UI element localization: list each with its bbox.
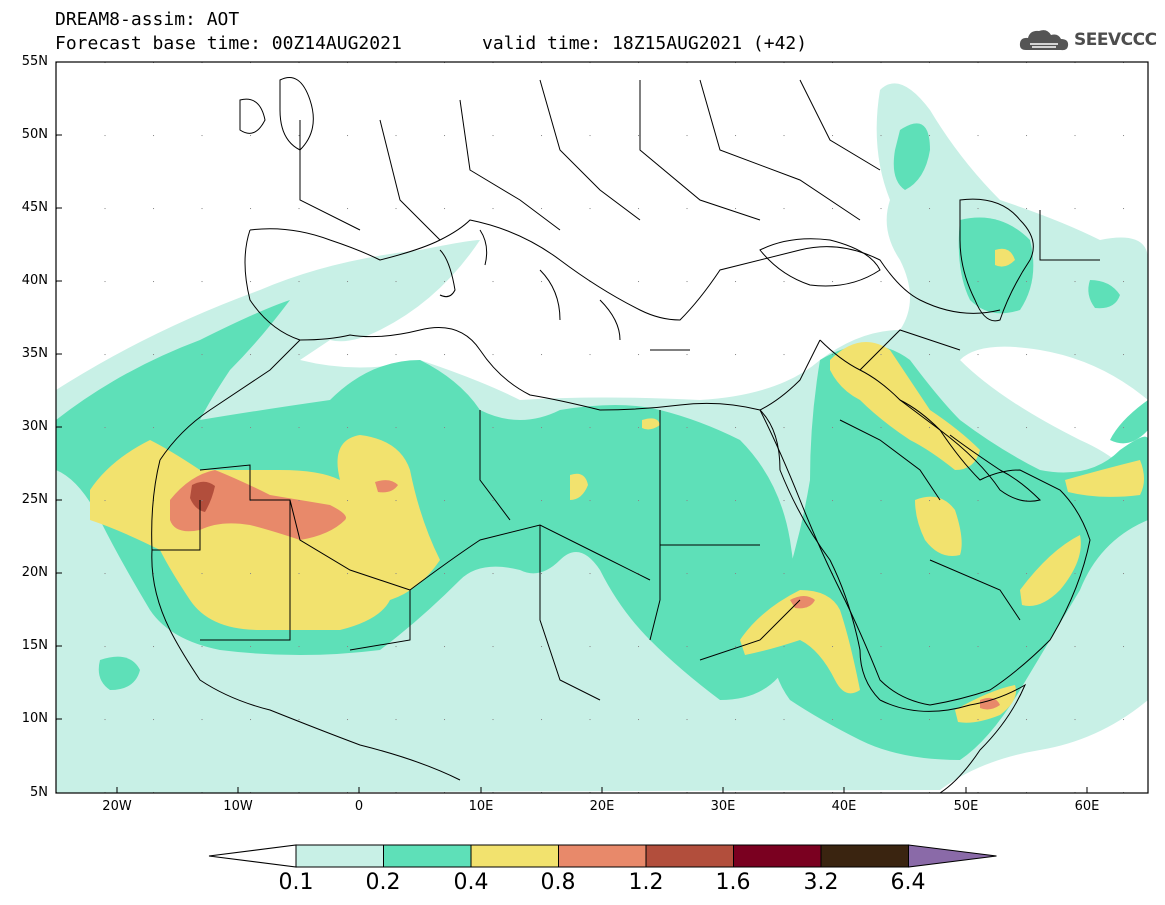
lon-label: 0 — [354, 799, 364, 814]
lon-label: 50E — [953, 799, 979, 814]
lat-label: 15N — [21, 638, 48, 653]
lon-label: 20W — [102, 799, 132, 814]
lat-label: 35N — [21, 346, 48, 361]
lat-label: 25N — [21, 492, 48, 507]
cloud-icon — [1019, 30, 1069, 51]
lon-label: 60E — [1074, 799, 1100, 814]
forecast-base-time: Forecast base time: 00Z14AUG2021 — [55, 33, 402, 54]
lon-label: 30E — [710, 799, 736, 814]
lon-label: 40E — [831, 799, 857, 814]
lat-label: 55N — [21, 54, 48, 69]
lat-label: 20N — [21, 565, 48, 580]
lon-label: 10E — [468, 799, 494, 814]
colorbar-label: 0.2 — [365, 870, 401, 895]
colorbar-label: 0.4 — [453, 870, 489, 895]
axis-ticks — [56, 61, 1088, 793]
lon-label: 20E — [589, 799, 615, 814]
lat-label: 30N — [21, 419, 48, 434]
lat-label: 45N — [21, 200, 48, 215]
lat-label: 10N — [21, 711, 48, 726]
seevccc-logo: SEEVCCC — [1018, 26, 1157, 54]
valid-time: valid time: 18Z15AUG2021 (+42) — [482, 33, 808, 54]
colorbar-label: 0.8 — [540, 870, 576, 895]
colorbar-label: 6.4 — [890, 870, 926, 895]
lat-label: 50N — [21, 127, 48, 142]
colorbar-label: 3.2 — [803, 870, 839, 895]
logo-text: SEEVCCC — [1074, 30, 1157, 50]
lat-label: 40N — [21, 273, 48, 288]
colorbar-label: 0.1 — [278, 870, 314, 895]
country-borders — [151, 77, 1100, 793]
lat-label: 5N — [30, 785, 48, 800]
lon-label: 10W — [223, 799, 253, 814]
map-title: DREAM8-assim: AOT — [55, 9, 240, 30]
aot-field — [56, 62, 1148, 793]
colorbar-label: 1.6 — [715, 870, 751, 895]
colorbar-label: 1.2 — [628, 870, 664, 895]
